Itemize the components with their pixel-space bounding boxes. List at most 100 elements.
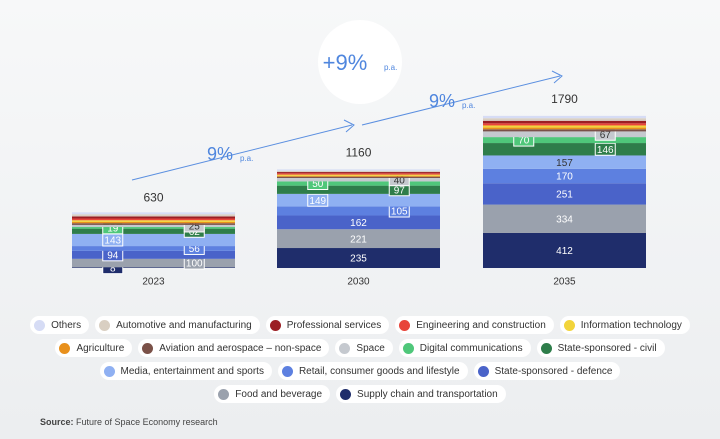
legend-swatch — [477, 365, 489, 377]
bar-segment — [483, 168, 646, 184]
legend-item: Agriculture — [55, 339, 133, 357]
bar-segment — [72, 216, 235, 219]
label-box — [594, 142, 616, 156]
data-label: 25 — [189, 222, 201, 233]
bar-segment — [72, 223, 235, 225]
legend-item: Supply chain and transportation — [336, 385, 506, 403]
growth-unit: p.a. — [462, 101, 475, 110]
label-box — [307, 193, 329, 207]
data-label: 334 — [556, 214, 573, 225]
chart: +9% p.a. 9% p.a. 9% p.a. 810094561436219… — [72, 49, 646, 288]
legend-swatch — [269, 319, 281, 331]
bar-segment — [483, 232, 646, 268]
legend-label: Retail, consumer goods and lifestyle — [298, 365, 460, 377]
legend-row: Agriculture Aviation and aerospace – non-… — [0, 339, 720, 357]
bar-segment — [277, 169, 440, 171]
legend: Others Automotive and manufacturing Profes… — [0, 316, 720, 408]
legend-label: Space — [356, 342, 385, 354]
bar-segment — [72, 221, 235, 224]
bar-segment — [277, 175, 440, 177]
bar-segment — [277, 229, 440, 249]
bar-segment — [483, 204, 646, 233]
legend-label: Automotive and manufacturing — [116, 319, 252, 331]
bar-segment — [277, 176, 440, 178]
legend-item: Food and beverage — [214, 385, 331, 403]
legend-item: Aviation and aerospace – non-space — [138, 339, 330, 357]
data-label: 56 — [189, 244, 201, 255]
legend-swatch — [218, 388, 230, 400]
legend-label: Aviation and aerospace – non-space — [159, 342, 322, 354]
bar-segment — [483, 118, 646, 121]
growth-value: 9% — [207, 144, 233, 164]
legend-swatch — [59, 342, 71, 354]
growth-value: 9% — [429, 91, 455, 111]
bar-segment — [72, 258, 235, 268]
data-label: 149 — [309, 196, 326, 207]
legend-item: State-sponsored - civil — [536, 339, 665, 357]
legend-label: Digital communications — [419, 342, 523, 354]
x-tick-label: 2030 — [347, 277, 370, 288]
legend-item: Engineering and construction — [395, 316, 554, 334]
growth-unit: p.a. — [240, 154, 253, 163]
bar-segment — [277, 172, 440, 174]
legend-label: Others — [51, 319, 82, 331]
legend-item: Media, entertainment and sports — [99, 362, 272, 380]
bar-segment — [483, 129, 646, 132]
trend-arrow — [361, 75, 561, 126]
bar-segment — [483, 137, 646, 144]
legend-label: Food and beverage — [235, 388, 323, 400]
bar-segment — [277, 170, 440, 173]
bar-segment — [72, 246, 235, 251]
bar-segment — [72, 228, 235, 234]
arrow-head — [551, 70, 563, 84]
bar-segment — [277, 174, 440, 176]
data-label: 105 — [391, 207, 408, 218]
bar-segment — [72, 250, 235, 259]
legend-item: Professional services — [265, 316, 390, 334]
legend-label: Media, entertainment and sports — [120, 365, 264, 377]
legend-item: Space — [335, 339, 393, 357]
legend-item: Digital communications — [398, 339, 531, 357]
bar-segment — [72, 218, 235, 221]
legend-swatch — [399, 319, 411, 331]
legend-label: State-sponsored - civil — [557, 342, 657, 354]
data-label: 8 — [110, 263, 116, 274]
legend-swatch — [563, 319, 575, 331]
data-label: 146 — [597, 145, 614, 156]
bar-segment — [72, 212, 235, 215]
data-label: 143 — [104, 236, 121, 247]
legend-item: State-sponsored - defence — [473, 362, 621, 380]
badge-value: +9% — [323, 50, 368, 75]
data-label: 221 — [350, 234, 367, 245]
legend-swatch — [103, 365, 115, 377]
bar-segment — [483, 120, 646, 124]
legend-label: Engineering and construction — [416, 319, 546, 331]
legend-swatch — [402, 342, 414, 354]
legend-swatch — [340, 388, 352, 400]
legend-item: Information technology — [559, 316, 690, 334]
legend-swatch — [34, 319, 46, 331]
data-label: 70 — [518, 136, 530, 147]
badge-unit: p.a. — [384, 63, 397, 72]
total-label: 1160 — [346, 146, 372, 160]
bar-segment — [483, 115, 646, 119]
bar-segment — [72, 233, 235, 247]
data-label: 235 — [350, 254, 367, 265]
bar-segment — [72, 214, 235, 217]
bar-segment — [277, 181, 440, 186]
legend-row: Media, entertainment and sports Retail, c… — [0, 362, 720, 380]
legend-label: State-sponsored - defence — [494, 365, 613, 377]
bar-segment — [483, 125, 646, 128]
x-tick-label: 2035 — [553, 277, 576, 288]
source-text: Future of Space Economy research — [76, 417, 218, 427]
legend-swatch — [281, 365, 293, 377]
bar-segment — [483, 127, 646, 130]
bar-segment — [72, 227, 235, 229]
data-label: 100 — [186, 259, 203, 270]
arrow-head — [343, 119, 355, 133]
bar-segment — [483, 155, 646, 169]
bar-segment — [277, 185, 440, 194]
legend-item: Automotive and manufacturing — [95, 316, 260, 334]
data-label: 412 — [556, 246, 573, 257]
